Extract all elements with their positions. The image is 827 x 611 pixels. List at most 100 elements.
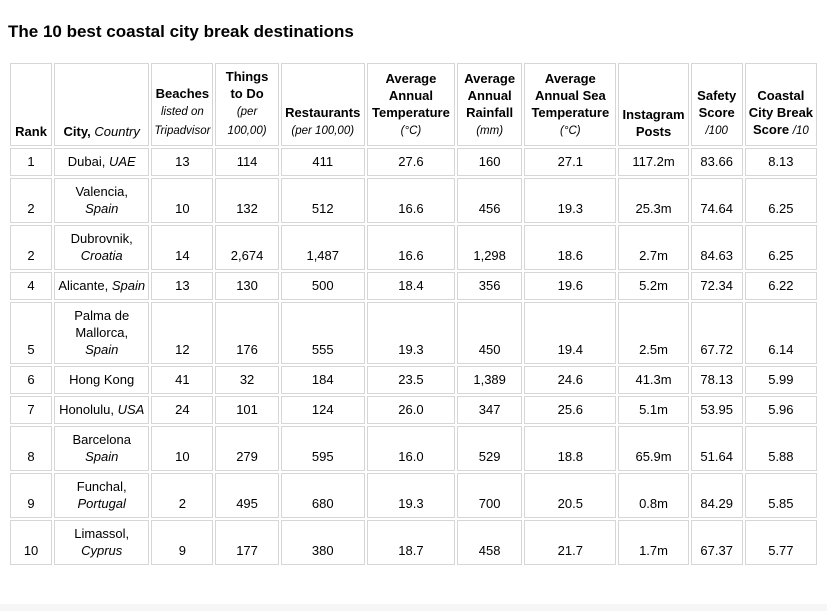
column-header-things-to-do: Things to Do (per 100,00): [215, 63, 279, 146]
city-name: Limassol,: [74, 526, 130, 541]
header-label: Beaches: [155, 86, 210, 101]
beaches-cell: 13: [151, 272, 214, 300]
header-sublabel: Country: [94, 124, 140, 139]
coastal-city-break-score-cell: 6.25: [744, 225, 817, 270]
city-name: Funchal,: [76, 479, 127, 494]
city-name: Alicante,: [58, 278, 109, 293]
rank-cell: 6: [10, 366, 53, 394]
safety-score-cell: 53.95: [690, 396, 743, 424]
instagram-posts-cell: 65.9m: [618, 426, 689, 471]
avg-annual-temperature-cell: 26.0: [366, 396, 456, 424]
table-row: 4 Alicante, Spain 13 130 500 18.4 356 19…: [10, 272, 817, 300]
safety-score-cell: 67.72: [690, 302, 743, 364]
things-to-do-cell: 176: [215, 302, 279, 364]
column-header-restaurants: Restaurants (per 100,00): [280, 63, 365, 146]
beaches-cell: 12: [151, 302, 214, 364]
column-header-avg-annual-rainfall: Average Annual Rainfall (mm): [457, 63, 523, 146]
city-cell: Honolulu, USA: [54, 396, 150, 424]
restaurants-cell: 1,487: [280, 225, 365, 270]
avg-annual-sea-temperature-cell: 24.6: [524, 366, 617, 394]
column-header-safety-score: Safety Score /100: [690, 63, 743, 146]
column-header-rank: Rank: [10, 63, 53, 146]
header-sublabel: (°C): [400, 125, 422, 137]
city-cell: Dubrovnik, Croatia: [54, 225, 150, 270]
beaches-cell: 24: [151, 396, 214, 424]
country-name: Spain: [111, 278, 146, 293]
rank-cell: 10: [10, 520, 53, 565]
beaches-cell: 14: [151, 225, 214, 270]
table-row: 1 Dubai, UAE 13 114 411 27.6 160 27.1 11…: [10, 148, 817, 176]
country-name: Portugal: [77, 496, 126, 511]
page-title: The 10 best coastal city break destinati…: [8, 22, 354, 41]
avg-annual-temperature-cell: 18.4: [366, 272, 456, 300]
destinations-table: Rank City, Country Beaches listed on Tri…: [8, 61, 819, 567]
restaurants-cell: 512: [280, 178, 365, 223]
city-name: Dubai,: [67, 154, 106, 169]
beaches-cell: 13: [151, 148, 214, 176]
restaurants-cell: 680: [280, 473, 365, 518]
things-to-do-cell: 495: [215, 473, 279, 518]
restaurants-cell: 124: [280, 396, 365, 424]
avg-annual-sea-temperature-cell: 20.5: [524, 473, 617, 518]
coastal-city-break-score-cell: 5.77: [744, 520, 817, 565]
safety-score-cell: 72.34: [690, 272, 743, 300]
avg-annual-temperature-cell: 27.6: [366, 148, 456, 176]
things-to-do-cell: 114: [215, 148, 279, 176]
avg-annual-sea-temperature-cell: 19.4: [524, 302, 617, 364]
city-cell: Palma de Mallorca, Spain: [54, 302, 150, 364]
safety-score-cell: 78.13: [690, 366, 743, 394]
column-header-beaches: Beaches listed on Tripadvisor: [151, 63, 214, 146]
instagram-posts-cell: 25.3m: [618, 178, 689, 223]
city-name: Barcelona: [72, 432, 131, 447]
avg-annual-sea-temperature-cell: 25.6: [524, 396, 617, 424]
country-name: Croatia: [80, 248, 123, 263]
city-cell: Barcelona Spain: [54, 426, 150, 471]
things-to-do-cell: 32: [215, 366, 279, 394]
coastal-city-break-score-cell: 5.88: [744, 426, 817, 471]
header-row: Rank City, Country Beaches listed on Tri…: [10, 63, 817, 146]
safety-score-cell: 84.63: [690, 225, 743, 270]
city-name: Honolulu,: [59, 402, 114, 417]
things-to-do-cell: 132: [215, 178, 279, 223]
country-name: Spain: [85, 449, 119, 464]
avg-annual-rainfall-cell: 356: [457, 272, 523, 300]
city-name: Dubrovnik,: [70, 231, 133, 246]
avg-annual-rainfall-cell: 450: [457, 302, 523, 364]
rank-cell: 8: [10, 426, 53, 471]
city-name: Valencia,: [75, 184, 128, 199]
coastal-city-break-score-cell: 5.99: [744, 366, 817, 394]
safety-score-cell: 67.37: [690, 520, 743, 565]
header-label: Average Annual Rainfall: [464, 71, 516, 120]
safety-score-cell: 74.64: [690, 178, 743, 223]
header-sublabel: (per 100,00): [227, 106, 267, 137]
things-to-do-cell: 279: [215, 426, 279, 471]
avg-annual-rainfall-cell: 160: [457, 148, 523, 176]
restaurants-cell: 555: [280, 302, 365, 364]
column-header-avg-annual-sea-temperature: Average Annual Sea Temperature (°C): [524, 63, 617, 146]
coastal-city-break-score-cell: 5.85: [744, 473, 817, 518]
beaches-cell: 10: [151, 426, 214, 471]
avg-annual-temperature-cell: 16.6: [366, 178, 456, 223]
table-row: 2 Valencia, Spain 10 132 512 16.6 456 19…: [10, 178, 817, 223]
avg-annual-rainfall-cell: 456: [457, 178, 523, 223]
avg-annual-temperature-cell: 16.0: [366, 426, 456, 471]
avg-annual-sea-temperature-cell: 19.6: [524, 272, 617, 300]
header-label: Coastal City Break Score: [748, 88, 814, 137]
header-label: Instagram Posts: [622, 107, 685, 139]
avg-annual-sea-temperature-cell: 18.6: [524, 225, 617, 270]
avg-annual-rainfall-cell: 700: [457, 473, 523, 518]
avg-annual-temperature-cell: 19.3: [366, 302, 456, 364]
header-label: Average Annual Sea Temperature: [531, 71, 610, 120]
header-label: Average Annual Temperature: [372, 71, 450, 120]
avg-annual-temperature-cell: 18.7: [366, 520, 456, 565]
coastal-city-break-score-cell: 8.13: [744, 148, 817, 176]
instagram-posts-cell: 2.7m: [618, 225, 689, 270]
country-name: UAE: [108, 154, 136, 169]
city-name: Hong Kong: [69, 372, 135, 387]
avg-annual-sea-temperature-cell: 19.3: [524, 178, 617, 223]
rank-cell: 9: [10, 473, 53, 518]
safety-score-cell: 51.64: [690, 426, 743, 471]
avg-annual-sea-temperature-cell: 27.1: [524, 148, 617, 176]
instagram-posts-cell: 0.8m: [618, 473, 689, 518]
safety-score-cell: 84.29: [690, 473, 743, 518]
